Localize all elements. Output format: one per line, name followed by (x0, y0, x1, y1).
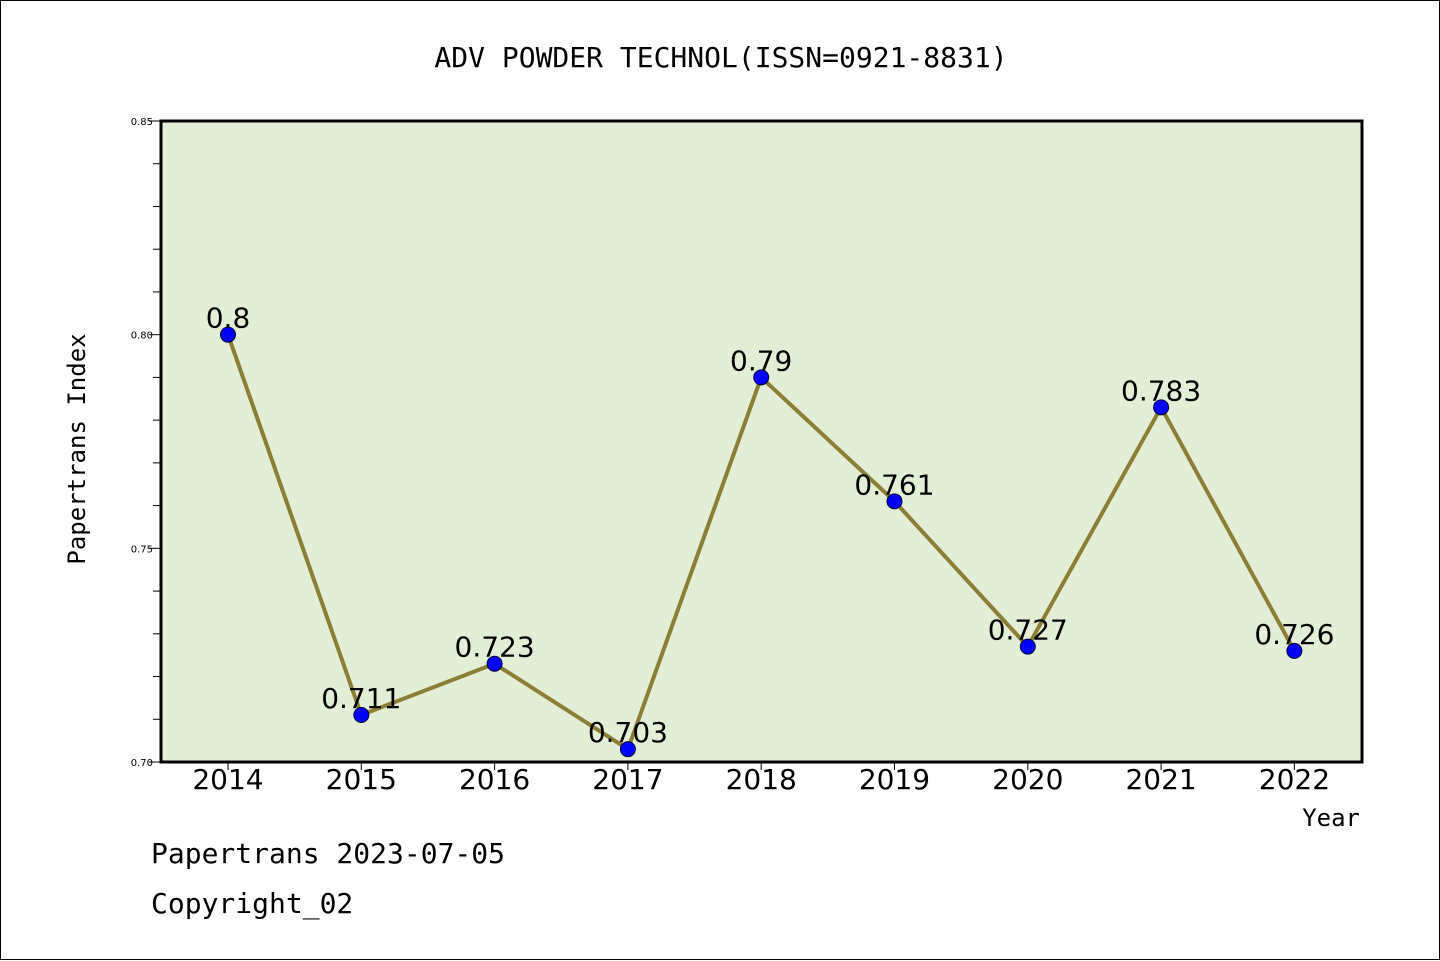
data-point (1153, 399, 1170, 416)
plot-area (159, 119, 1364, 764)
y-tick-label: 0.70 (131, 758, 153, 769)
footer-copyright-text: Copyright_02 (151, 887, 354, 920)
data-point (753, 369, 770, 386)
x-tick-label: 2021 (1125, 763, 1196, 796)
data-label: 0.711 (321, 682, 401, 715)
data-label: 0.727 (988, 614, 1068, 647)
x-tick-label: 2014 (192, 763, 263, 796)
data-point (1286, 642, 1303, 659)
x-axis-label: Year (1302, 804, 1360, 832)
x-tick-label: 2015 (326, 763, 397, 796)
data-label: 0.723 (455, 631, 535, 664)
x-tick-label: 2022 (1259, 763, 1330, 796)
x-tick-label: 2018 (726, 763, 797, 796)
y-axis-ticks: 0.70 0.75 0.80 0.85 (131, 117, 161, 769)
data-label: 0.79 (730, 344, 792, 377)
data-label: 0.783 (1121, 374, 1201, 407)
y-axis-label: Papertrans Index (63, 333, 91, 564)
y-tick-label: 0.75 (131, 544, 153, 555)
data-label: 0.726 (1254, 618, 1334, 651)
x-tick-label: 2019 (859, 763, 930, 796)
data-point (486, 655, 503, 672)
data-point (220, 326, 236, 343)
data-labels: 0.8 0.711 0.723 0.703 0.79 0.761 0.727 0.783 0.7… (206, 302, 1335, 750)
chart-title: ADV POWDER TECHNOL(ISSN=0921-8831) (434, 41, 1007, 74)
data-point (619, 741, 636, 758)
y-tick-label: 0.80 (131, 331, 153, 342)
data-point (353, 706, 370, 723)
y-tick-label: 0.85 (131, 117, 153, 128)
data-markers (220, 326, 1303, 758)
x-tick-label: 2017 (592, 763, 663, 796)
data-label: 0.703 (588, 716, 668, 749)
footer-date-text: Papertrans 2023-07-05 (151, 837, 506, 870)
y-minor-ticks (153, 163, 161, 720)
data-point (886, 493, 903, 510)
x-axis-ticks: 2014 2015 2016 2017 2018 2019 2020 2021 2022 (192, 762, 1330, 796)
data-label: 0.761 (854, 468, 934, 501)
data-label: 0.8 (206, 302, 251, 335)
x-tick-label: 2016 (459, 763, 530, 796)
data-point (1019, 638, 1036, 655)
x-tick-label: 2020 (992, 763, 1063, 796)
